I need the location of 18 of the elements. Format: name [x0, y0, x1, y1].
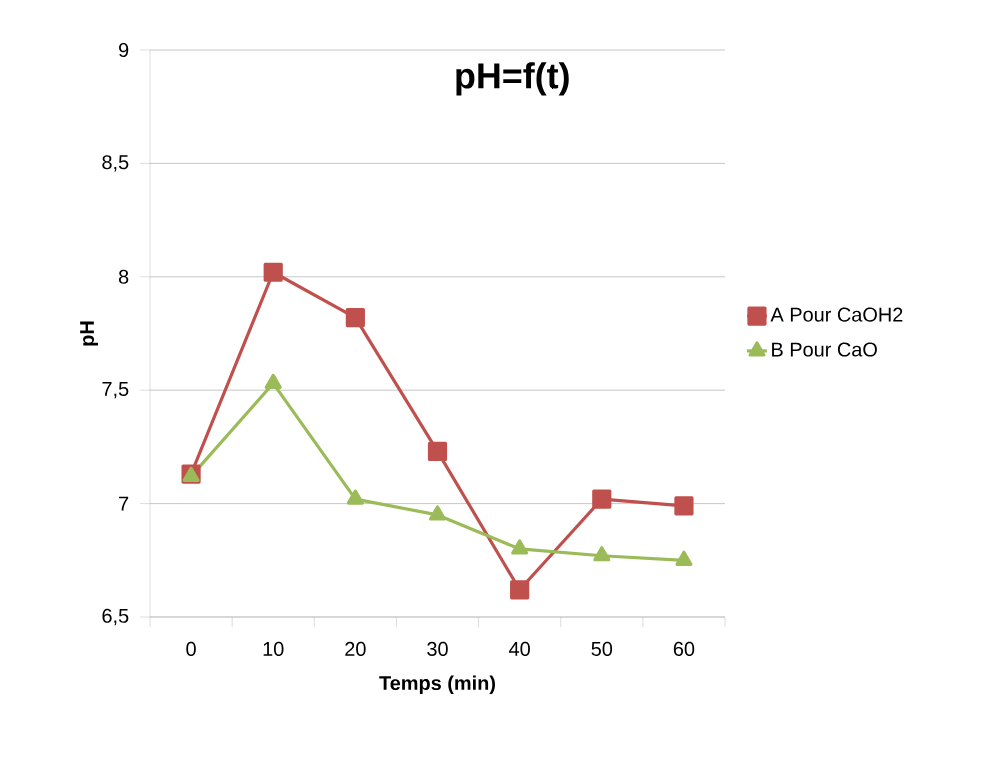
- y-tick-label: 7,5: [102, 382, 129, 399]
- y-tick-label: 7: [119, 496, 129, 511]
- x-tick-label: 20: [345, 641, 366, 656]
- x-axis-title: Temps (min): [379, 675, 495, 695]
- x-tick-label: 60: [673, 641, 695, 656]
- y-tick-label: 8: [118, 269, 129, 284]
- x-tick-label: 10: [263, 641, 284, 656]
- chart-title: pH=f(t): [456, 62, 569, 96]
- x-tick-label: 50: [591, 641, 613, 656]
- y-tick-label: 9: [119, 42, 129, 58]
- legend-label: A Pour CaOH2: [770, 307, 903, 322]
- y-tick-label: 8,5: [102, 155, 129, 172]
- x-tick-label: 30: [427, 641, 448, 656]
- x-tick-label: 40: [509, 641, 530, 656]
- legend-label: B Pour CaO: [772, 342, 877, 357]
- y-tick-label: 6,5: [102, 608, 129, 626]
- y-axis-title: pH: [80, 321, 98, 346]
- x-tick-label: 0: [186, 641, 196, 656]
